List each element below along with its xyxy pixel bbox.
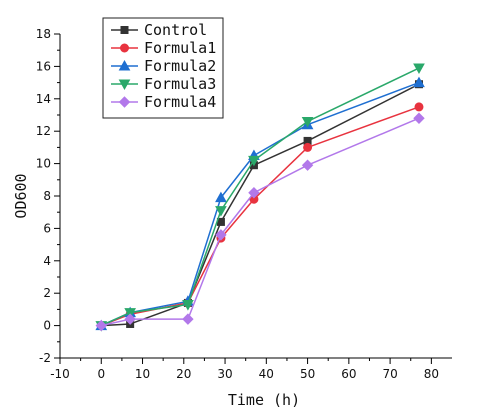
- x-tick-label: 60: [341, 367, 356, 381]
- y-tick-label: 16: [36, 59, 51, 73]
- x-tick-label: 70: [382, 367, 397, 381]
- series-formula3: [95, 63, 425, 332]
- point-formula3: [248, 155, 260, 167]
- legend-label: Formula1: [144, 39, 216, 57]
- point-formula3: [182, 300, 194, 311]
- y-tick-label: 12: [36, 124, 51, 138]
- point-formula4: [95, 319, 107, 332]
- x-tick-label: 40: [259, 367, 274, 381]
- point-formula3: [215, 206, 227, 217]
- y-tick-label: 2: [43, 286, 51, 300]
- x-tick-label: 50: [300, 367, 315, 381]
- y-tick-label: 6: [43, 221, 51, 235]
- series-formula4: [95, 112, 425, 332]
- plot-area: -2 0 2 4 6 8 10 12 14 16 18 -10 0 10 20 30 40 50 60 70 80 C…: [36, 17, 452, 381]
- y-tick-label: 14: [36, 92, 51, 106]
- legend-marker: [118, 96, 131, 108]
- point-formula4: [248, 187, 260, 199]
- y-tick-label: 0: [43, 319, 51, 333]
- point-formula2: [413, 76, 425, 88]
- y-tick-label: 4: [43, 254, 51, 268]
- x-tick-label: 10: [135, 367, 150, 381]
- legend-marker: [120, 26, 129, 34]
- point-formula2: [215, 191, 227, 203]
- point-formula1: [414, 102, 424, 112]
- legend-marker: [118, 79, 131, 91]
- legend-label: Formula4: [144, 93, 216, 111]
- point-formula4: [301, 159, 314, 171]
- point-formula1: [303, 142, 313, 152]
- legend-label: Formula3: [144, 75, 216, 93]
- x-tick-label: 30: [217, 367, 232, 381]
- point-formula3: [301, 116, 314, 128]
- x-tick-label: 20: [176, 367, 191, 381]
- y-tick-label: 18: [36, 27, 51, 41]
- legend-marker: [118, 59, 131, 71]
- x-tick-label: 80: [424, 367, 439, 381]
- x-axis-title: Time (h): [228, 391, 300, 409]
- point-formula4: [215, 229, 227, 241]
- x-tick-label: -10: [50, 367, 70, 381]
- point-formula4: [124, 313, 136, 325]
- point-formula3: [124, 308, 136, 319]
- legend-label: Control: [144, 21, 207, 39]
- y-axis: -2 0 2 4 6 8 10 12 14 16 18: [36, 27, 61, 365]
- y-tick-label: 10: [36, 157, 51, 171]
- legend-marker: [120, 43, 129, 53]
- series-layer: [95, 63, 425, 332]
- legend-label: Formula2: [144, 57, 216, 75]
- point-formula3: [413, 63, 425, 75]
- y-tick-label: 8: [43, 189, 51, 203]
- y-axis-title: OD600: [12, 173, 30, 218]
- x-axis: -10 0 10 20 30 40 50 60 70 80: [50, 357, 452, 381]
- point-formula4: [182, 313, 194, 325]
- y-tick-label: -2: [39, 351, 51, 365]
- x-tick-label: 0: [97, 367, 105, 381]
- point-formula4: [413, 112, 425, 124]
